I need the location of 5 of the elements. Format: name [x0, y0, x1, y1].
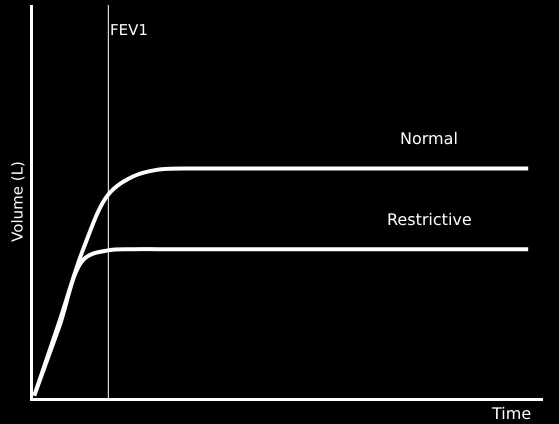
- x-axis-title: Time: [491, 404, 532, 423]
- series-label: Normal: [400, 129, 458, 148]
- text: FEV1: [110, 21, 148, 39]
- series-label: Restrictive: [387, 210, 472, 229]
- y-axis-title: Volume (L): [8, 161, 26, 242]
